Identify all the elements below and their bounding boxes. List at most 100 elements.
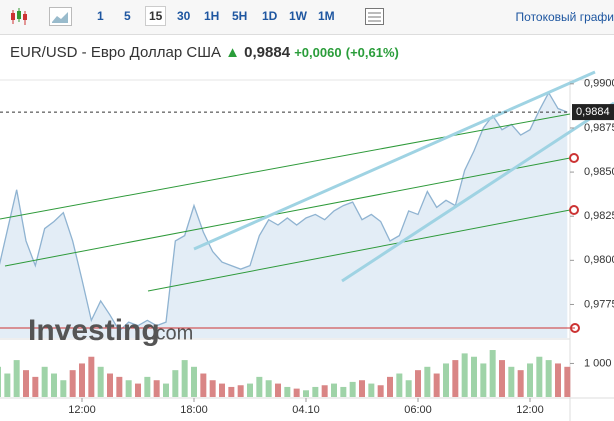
volume-bar <box>88 356 95 397</box>
volume-bar <box>527 363 533 397</box>
volume-bar <box>387 376 393 397</box>
change: +0,0060 <box>294 45 342 60</box>
volume-bar <box>219 383 225 397</box>
volume-bar <box>452 360 459 397</box>
volume-bar <box>293 388 300 397</box>
volume-bar <box>312 386 319 397</box>
symbol: EUR/USD - Евро Доллар США <box>10 44 221 61</box>
watermark: Investing <box>28 314 160 347</box>
price-line <box>0 91 568 332</box>
volume-bar <box>499 360 505 397</box>
volume-bar <box>424 366 431 397</box>
volume-bar <box>51 373 57 397</box>
volume-bar <box>4 373 11 397</box>
volume-bar <box>564 366 571 397</box>
x-tick-label: 12:00 <box>516 404 544 416</box>
price: 0,9884 <box>244 44 291 61</box>
interval-button[interactable]: 30 <box>177 9 191 23</box>
settings-icon[interactable] <box>364 7 386 27</box>
volume-bar <box>536 356 543 397</box>
volume-bar <box>247 383 253 397</box>
volume-bar <box>79 363 85 397</box>
volume-tick-label: 1 000 <box>584 357 612 369</box>
stream-link[interactable]: Потоковый графи <box>515 10 614 24</box>
volume-bar <box>60 380 67 397</box>
x-tick-label: 12:00 <box>68 404 96 416</box>
volume-bar <box>32 376 39 397</box>
x-tick-label: 06:00 <box>404 404 432 416</box>
volume-bar <box>153 380 160 397</box>
volume-bar <box>303 390 309 397</box>
volume-bar <box>340 386 347 397</box>
volume-bar <box>256 376 263 397</box>
candle-icon[interactable] <box>8 0 48 34</box>
change-pct: (+0,61%) <box>345 45 399 60</box>
interval-button[interactable]: 15 <box>145 6 167 26</box>
volume-bar <box>97 366 104 397</box>
volume-bar <box>135 383 141 397</box>
current-price-box <box>572 104 614 121</box>
volume-bar <box>415 370 421 397</box>
volume-bar <box>377 385 384 397</box>
x-tick-label: 04.10 <box>292 404 320 416</box>
volume-bar <box>209 380 216 397</box>
volume-bar <box>144 376 151 397</box>
volume-bar <box>443 363 449 397</box>
volume-bar <box>265 380 272 397</box>
volume-bar <box>41 366 48 397</box>
toolbar: 1 5 15 30 1H 5H 1D 1W 1M Потоковый графи <box>0 0 614 35</box>
up-arrow: ▲ <box>225 44 240 61</box>
interval-button[interactable]: 5H <box>232 9 248 23</box>
volume-bar <box>275 383 281 397</box>
interval-button[interactable]: 5 <box>124 9 131 23</box>
interval-button[interactable]: 1 <box>97 9 104 23</box>
interval-button[interactable]: 1W <box>289 9 307 23</box>
x-tick-label: 18:00 <box>180 404 208 416</box>
quote-header: EUR/USD - Евро Доллар США ▲ 0,9884 +0,00… <box>10 44 399 61</box>
volume-bar <box>396 373 403 397</box>
volume-bar <box>471 356 477 397</box>
interval-button[interactable]: 1M <box>318 9 335 23</box>
volume-bar <box>0 366 1 397</box>
volume-bar <box>107 373 113 397</box>
trend-lines <box>0 70 614 333</box>
y-tick-label: 0,9900 <box>584 78 614 90</box>
volume-bar <box>489 350 496 397</box>
y-tick-label: 0,9825 <box>584 210 614 222</box>
volume-bar <box>69 370 76 397</box>
volume-bar <box>433 373 440 397</box>
volume-bar <box>359 380 365 397</box>
volume-bar <box>181 360 188 397</box>
price-area <box>0 92 568 338</box>
volume-bar <box>545 360 552 397</box>
y-tick-label: 0,9875 <box>584 122 614 134</box>
volume-bar <box>23 370 29 397</box>
volume-bar <box>508 366 515 397</box>
watermark-suffix: .com <box>150 322 193 344</box>
volume-bar <box>480 363 487 397</box>
interval-button[interactable]: 1D <box>262 9 278 23</box>
volume-bar <box>237 385 244 397</box>
volume-bar <box>555 363 561 397</box>
area-icon[interactable] <box>49 7 73 27</box>
volume-bar <box>228 386 235 397</box>
volume-bar <box>368 383 375 397</box>
volume-bar <box>331 383 337 397</box>
interval-button[interactable]: 1H <box>204 9 220 23</box>
y-tick-label: 0,9775 <box>584 298 614 310</box>
volume-bar <box>461 353 468 397</box>
volume-bar <box>405 380 412 397</box>
volume-bar <box>172 370 179 397</box>
volume-bar <box>321 385 328 397</box>
volume-bar <box>517 370 524 397</box>
volume-bar <box>349 381 356 397</box>
volume-bar <box>191 366 197 397</box>
volume-bar <box>284 386 291 397</box>
volume-bar <box>163 383 169 397</box>
volume-bar <box>125 380 132 397</box>
volume-bar <box>13 360 20 397</box>
